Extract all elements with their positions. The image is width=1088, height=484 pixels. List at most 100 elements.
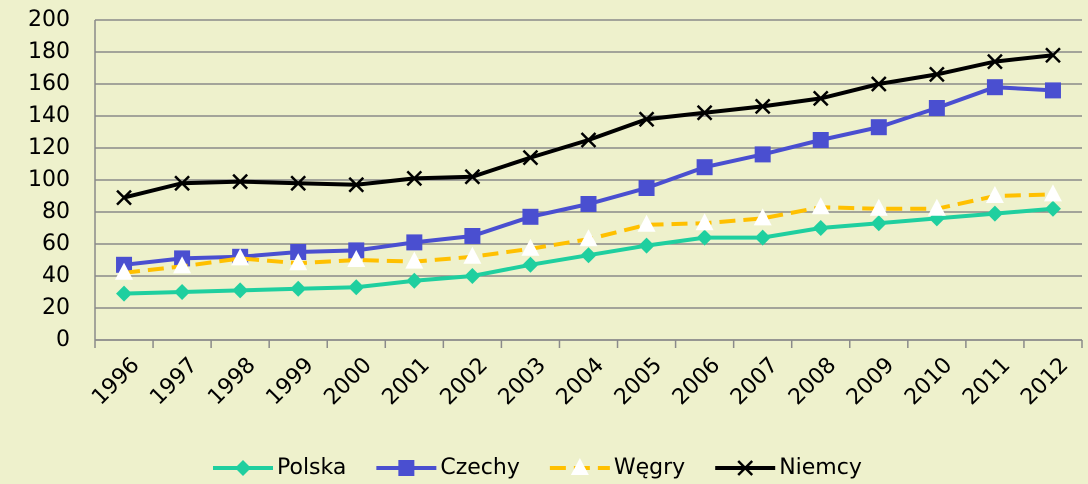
- point: [580, 247, 597, 264]
- point: [638, 180, 655, 196]
- y-tick-label: 80: [42, 199, 70, 224]
- point: [174, 175, 190, 192]
- legend-marker: [737, 460, 754, 476]
- point: [696, 229, 713, 246]
- point: [869, 198, 888, 216]
- point: [754, 98, 771, 115]
- x-tick-label: 2012: [1016, 353, 1073, 410]
- point: [695, 213, 714, 231]
- point: [927, 198, 946, 216]
- point: [986, 79, 1003, 96]
- x-tick-label: 2002: [436, 353, 493, 410]
- point: [522, 208, 539, 225]
- legend-label: Czechy: [440, 455, 520, 480]
- x-tick-label: 1996: [87, 353, 144, 410]
- y-tick-label: 180: [28, 39, 70, 64]
- point: [406, 234, 423, 251]
- point: [347, 250, 366, 267]
- y-tick-label: 200: [28, 7, 70, 32]
- point: [985, 186, 1004, 203]
- x-tick-label: 2009: [842, 353, 899, 410]
- point: [696, 159, 713, 176]
- point: [637, 214, 656, 232]
- y-tick-label: 140: [28, 103, 70, 128]
- point: [464, 268, 481, 284]
- x-tick-label: 2006: [668, 353, 725, 410]
- point: [638, 237, 655, 254]
- point: [928, 100, 945, 116]
- point: [463, 246, 482, 264]
- point: [232, 282, 249, 299]
- point: [290, 280, 307, 297]
- x-tick-label: 2008: [784, 353, 841, 410]
- point: [290, 175, 307, 192]
- y-tick-label: 0: [56, 327, 70, 352]
- legend-marker: [570, 458, 589, 475]
- x-tick-label: 2010: [900, 353, 957, 410]
- point: [405, 251, 424, 269]
- point: [231, 248, 250, 266]
- point: [870, 119, 887, 136]
- point: [928, 66, 945, 83]
- point: [696, 104, 713, 121]
- x-tick-label: 2003: [494, 353, 551, 410]
- y-tick-label: 40: [42, 263, 70, 288]
- x-tick-label: 2005: [610, 353, 667, 410]
- point: [521, 238, 540, 256]
- x-tick-label: 1999: [261, 353, 318, 410]
- legend-marker: [398, 460, 415, 476]
- point: [406, 170, 423, 187]
- point: [290, 244, 307, 260]
- point: [870, 215, 887, 232]
- point: [1043, 184, 1062, 202]
- point: [115, 262, 134, 280]
- y-tick-label: 20: [42, 295, 70, 320]
- legend-marker: [235, 460, 251, 476]
- point: [522, 256, 539, 273]
- legend-label: Węgry: [614, 455, 685, 480]
- point: [406, 272, 423, 289]
- legend-label: Polska: [277, 455, 346, 480]
- x-tick-label: 2011: [958, 353, 1015, 410]
- x-tick-label: 1998: [203, 353, 260, 410]
- point: [580, 132, 597, 148]
- point: [348, 176, 365, 193]
- y-tick-label: 120: [28, 135, 70, 160]
- point: [812, 90, 829, 107]
- x-tick-label: 2007: [726, 353, 783, 410]
- point: [638, 111, 655, 128]
- series-line: [123, 53, 1054, 200]
- point: [1045, 47, 1061, 64]
- x-tick-label: 1997: [145, 353, 202, 410]
- point: [116, 285, 133, 302]
- y-tick-label: 60: [42, 231, 70, 256]
- point: [812, 220, 829, 236]
- point: [812, 132, 829, 148]
- point: [348, 279, 365, 296]
- x-tick-label: 2001: [378, 353, 435, 410]
- point: [754, 229, 771, 246]
- point: [464, 228, 481, 244]
- point: [174, 284, 191, 300]
- point: [753, 208, 772, 226]
- y-tick-label: 160: [28, 71, 70, 96]
- point: [754, 146, 771, 163]
- point: [289, 253, 308, 271]
- point: [1044, 200, 1061, 217]
- point: [986, 205, 1003, 222]
- point: [464, 168, 481, 185]
- point: [232, 173, 249, 190]
- point: [811, 197, 830, 215]
- point: [870, 76, 887, 92]
- y-tick-label: 100: [28, 167, 70, 192]
- point: [522, 149, 539, 166]
- point: [580, 196, 597, 212]
- legend-label: Niemcy: [779, 455, 862, 480]
- point: [173, 256, 192, 274]
- point: [116, 189, 132, 206]
- point: [579, 229, 598, 247]
- point: [1044, 82, 1061, 99]
- x-tick-label: 2004: [552, 353, 609, 410]
- x-tick-label: 2000: [319, 353, 376, 410]
